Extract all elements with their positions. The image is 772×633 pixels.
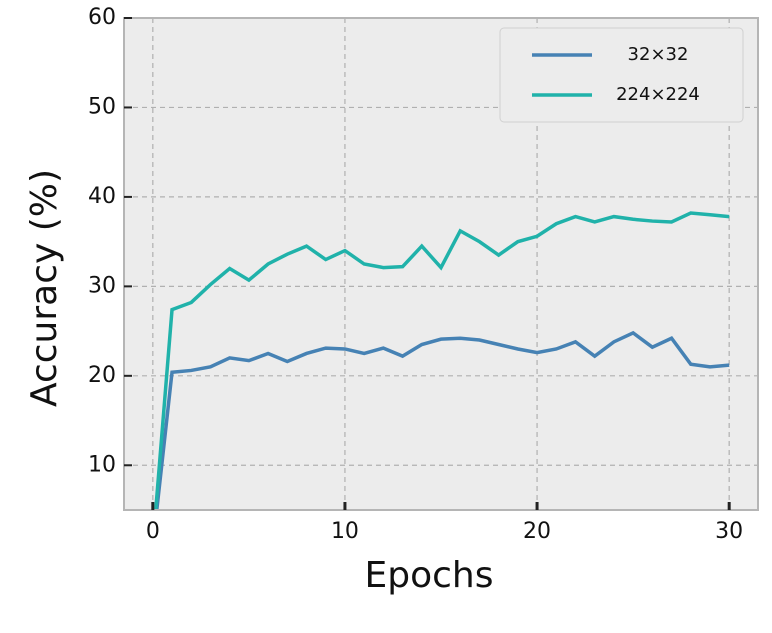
- data-line: [153, 211, 730, 510]
- y-tick-label: 60: [88, 5, 116, 30]
- x-tick-label: 0: [146, 519, 160, 544]
- legend-box: [499, 27, 744, 123]
- y-tick-label: 10: [88, 452, 116, 477]
- x-tick-label: 20: [523, 519, 551, 544]
- legend-label: 224×224: [616, 84, 700, 105]
- y-tick-label: 20: [88, 363, 116, 388]
- x-axis-title: Epochs: [365, 555, 494, 596]
- data-line: [155, 330, 730, 510]
- x-tick-label: 10: [331, 519, 359, 544]
- y-tick-label: 40: [88, 184, 116, 209]
- y-tick-label: 30: [88, 273, 116, 298]
- y-tick-label: 50: [88, 94, 116, 119]
- legend-label: 32×32: [628, 44, 689, 65]
- x-tick-label: 30: [715, 519, 743, 544]
- plot-border: [123, 17, 759, 511]
- y-axis-title: Accuracy (%): [24, 169, 65, 407]
